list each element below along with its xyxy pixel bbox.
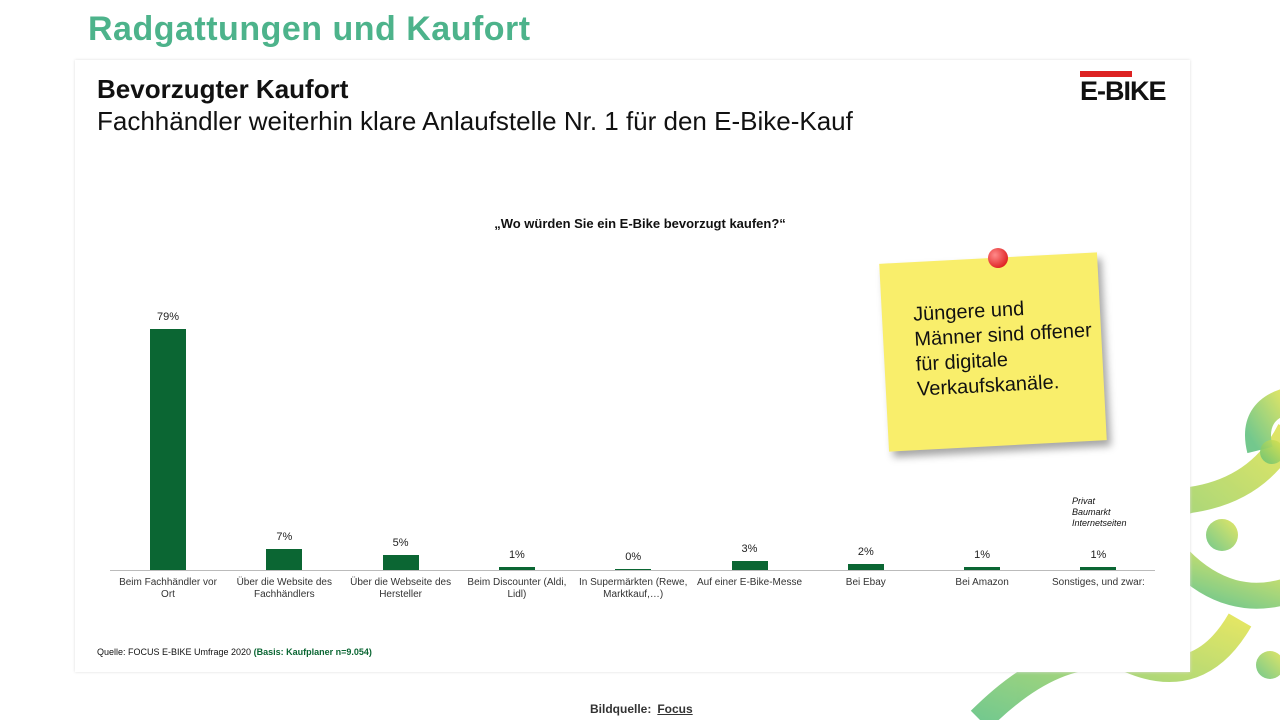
page-title: Radgattungen und Kaufort: [88, 10, 531, 48]
side-note-line: Baumarkt: [1072, 507, 1111, 517]
logo-band: [1080, 71, 1132, 77]
value-label: 1%: [1090, 548, 1107, 561]
logo: E-BIKE: [1080, 76, 1167, 106]
category-label: Beim Fachhändler vor Ort: [119, 577, 217, 600]
category-label: In Supermärkten (Rewe, Marktkauf,…): [578, 577, 688, 600]
bar: [1080, 566, 1117, 570]
category-label: Beim Discounter (Aldi, Lidl): [467, 577, 567, 600]
side-note: Privat Baumarkt Internetseiten: [1072, 496, 1127, 529]
side-note-line: Privat: [1072, 496, 1096, 506]
category-label: Auf einer E-Bike-Messe: [696, 577, 803, 588]
value-label: 79%: [156, 311, 180, 324]
source: Quelle: FOCUS E-BIKE Umfrage 2020 (Basis…: [97, 647, 372, 657]
bar: [266, 548, 303, 570]
category-label: Sonstiges, und zwar:: [1051, 577, 1145, 588]
baseline: [110, 570, 1155, 571]
bar: [382, 554, 419, 570]
bar: [731, 560, 768, 570]
value-label: 3%: [741, 542, 758, 555]
source-text: Quelle: FOCUS E-BIKE Umfrage 2020: [97, 647, 252, 657]
value-label: 1%: [508, 548, 525, 561]
bar: [498, 566, 535, 570]
category-label: Bei Amazon: [955, 577, 1009, 588]
source-basis: (Basis: Kaufplaner n=9.054): [253, 647, 372, 657]
question: „Wo würden Sie ein E-Bike bevorzugt kauf…: [494, 216, 786, 231]
bar: [847, 563, 884, 570]
value-label: 1%: [974, 548, 991, 561]
note-text: Jüngere und Männer sind offener für digi…: [912, 297, 1093, 401]
category-label: Über die Webseite des Hersteller: [350, 577, 452, 600]
value-label: 5%: [392, 536, 409, 549]
side-note-line: Internetseiten: [1072, 518, 1127, 528]
value-label: 7%: [276, 530, 293, 543]
category-label: Über die Website des Fachhändlers: [236, 577, 332, 600]
footer-label: Bildquelle:: [590, 702, 652, 716]
value-label: 2%: [857, 545, 874, 558]
chart-subtitle: Fachhändler weiterhin klare Anlaufstelle…: [97, 106, 853, 136]
value-label: 0%: [625, 550, 642, 563]
pin: [988, 248, 1008, 268]
bar: [150, 329, 186, 570]
bar: [964, 566, 1001, 570]
chart-title: Bevorzugter Kaufort: [97, 74, 349, 104]
bar: [615, 568, 652, 570]
category-label: Bei Ebay: [845, 577, 886, 588]
footer: Bildquelle: Focus: [590, 702, 693, 716]
footer-link[interactable]: Focus: [657, 702, 693, 716]
